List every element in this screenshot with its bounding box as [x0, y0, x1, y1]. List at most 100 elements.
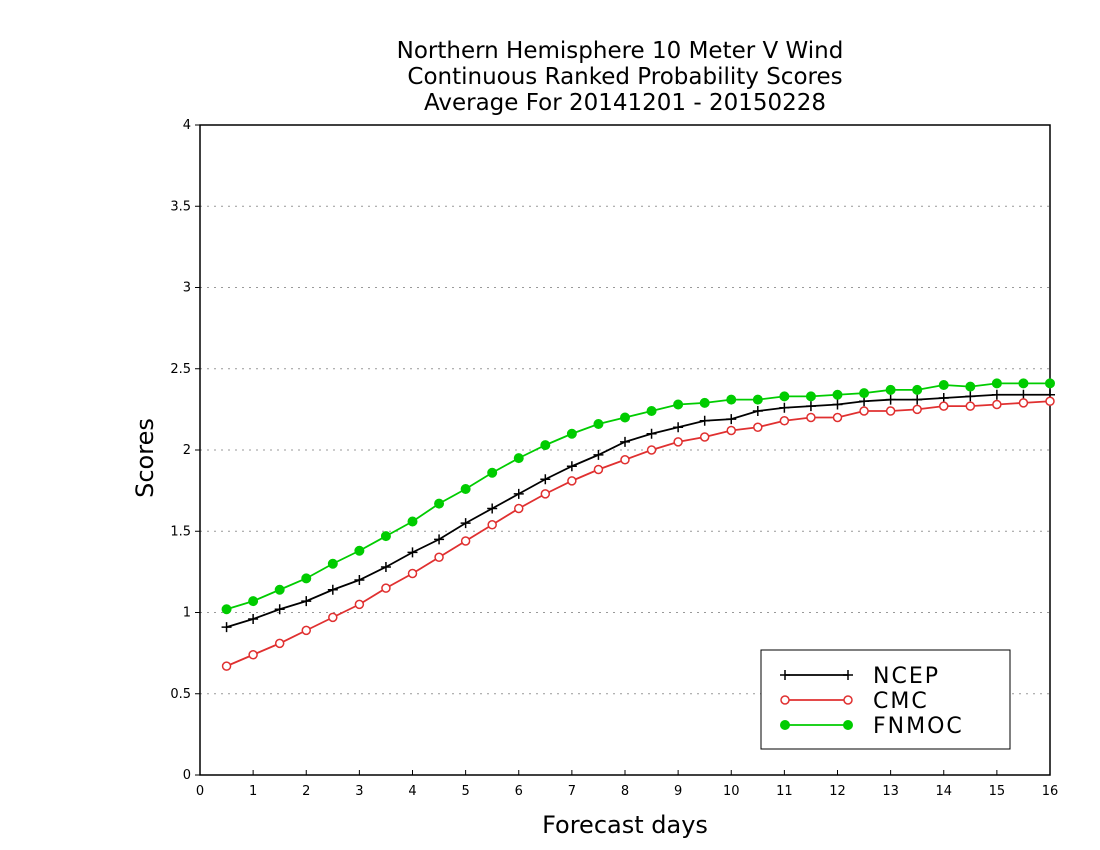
fnmoc-point: [752, 394, 763, 405]
ncep-point: [248, 614, 259, 624]
fnmoc-point: [832, 389, 843, 400]
fnmoc-point: [1018, 378, 1029, 389]
ncep-point: [752, 406, 763, 416]
cmc-point: [992, 399, 1002, 410]
fnmoc-point: [327, 558, 338, 569]
x-tick-label: 3: [355, 784, 363, 799]
ncep-point: [1018, 389, 1029, 400]
ncep-point: [912, 394, 923, 405]
fnmoc-point: [912, 384, 923, 395]
fnmoc-point: [673, 399, 684, 410]
fnmoc-point: [991, 378, 1002, 389]
ncep-point: [274, 604, 285, 615]
y-tick-label: 2.5: [170, 362, 191, 377]
ncep-point: [460, 518, 471, 529]
legend-entry-ncep: NCEP: [780, 664, 938, 689]
cmc-point: [1018, 398, 1029, 408]
x-tick-label: 4: [408, 784, 416, 799]
fnmoc-point: [620, 412, 630, 423]
cmc-point: [1045, 396, 1055, 406]
cmc-point: [434, 552, 444, 562]
series-fnmoc: [221, 378, 1055, 615]
y-tick-label: 1.5: [170, 524, 191, 539]
y-tick-label: 3.5: [170, 199, 191, 214]
fnmoc-point: [380, 531, 391, 542]
chart-title-line-3: Average For 20141201 - 20150228: [424, 90, 826, 116]
x-tick-label: 9: [674, 784, 682, 799]
legend-marker-cmc: [780, 695, 790, 705]
x-tick-label: 13: [882, 784, 899, 799]
y-tick-label: 3: [183, 281, 191, 296]
legend-entry-fnmoc: FNMOC: [780, 714, 964, 739]
x-tick-label: 0: [196, 784, 204, 799]
ncep-point: [380, 562, 391, 572]
x-tick-label: 14: [935, 784, 952, 799]
cmc-point: [221, 661, 232, 671]
cmc-point: [699, 432, 710, 442]
ncep-point: [434, 534, 445, 545]
ncep-point: [540, 474, 551, 485]
legend-label-fnmoc: FNMOC: [873, 714, 964, 739]
cmc-point: [301, 625, 311, 636]
cmc-point: [248, 650, 258, 660]
cmc-point: [673, 437, 683, 447]
ncep-point: [513, 488, 524, 499]
y-tick-label: 4: [183, 118, 191, 133]
fnmoc-point: [407, 516, 418, 527]
cmc-point: [328, 612, 338, 623]
legend-marker-fnmoc: [843, 720, 853, 730]
ncep-point: [646, 428, 657, 439]
cmc-point: [593, 464, 604, 475]
x-tick-label: 11: [776, 784, 793, 799]
cmc-point: [354, 599, 365, 610]
fnmoc-point: [646, 406, 657, 416]
cmc-point: [381, 583, 391, 593]
cmc-point: [726, 425, 736, 436]
cmc-point: [540, 489, 551, 499]
cmc-point: [965, 401, 976, 411]
legend-label-cmc: CMC: [873, 689, 929, 714]
y-tick-label: 0: [183, 768, 191, 783]
ncep-point: [221, 622, 232, 633]
series-cmc: [221, 396, 1055, 671]
series-layer: [221, 378, 1055, 671]
ncep-point: [726, 414, 737, 425]
fnmoc-point: [513, 453, 524, 464]
fnmoc-point: [487, 467, 498, 478]
legend-entry-cmc: CMC: [780, 689, 929, 714]
x-tick-label: 6: [515, 784, 523, 799]
x-axis: 0 1 2 3 4 5 6 7 8 9 10 11 12 13 14 15 16: [196, 770, 1058, 799]
cmc-point: [646, 445, 657, 455]
fnmoc-point: [965, 381, 976, 392]
fnmoc-point: [779, 391, 790, 402]
fnmoc-point: [566, 428, 577, 439]
legend-marker-ncep: [843, 670, 853, 680]
x-tick-label: 1: [249, 784, 257, 799]
x-tick-label: 2: [302, 784, 310, 799]
ncep-point: [673, 422, 684, 433]
ncep-line: [226, 393, 1050, 628]
x-tick-label: 7: [568, 784, 576, 799]
y-tick-label: 1: [183, 606, 191, 621]
x-tick-label: 15: [989, 784, 1006, 799]
fnmoc-point: [540, 440, 551, 451]
cmc-point: [779, 416, 790, 426]
cmc-line: [226, 400, 1051, 667]
fnmoc-point: [274, 584, 285, 595]
ncep-point: [805, 401, 816, 412]
x-tick-label: 5: [461, 784, 469, 799]
fnmoc-point: [938, 380, 949, 390]
fnmoc-point: [885, 384, 896, 395]
fnmoc-point: [699, 397, 710, 408]
y-axis: 0 0.5 1 1.5 2 2.5 3 3.5 4: [170, 118, 200, 783]
legend-marker-cmc: [843, 695, 853, 705]
cmc-point: [460, 536, 471, 546]
cmc-point: [832, 412, 843, 423]
legend-marker-ncep: [780, 670, 790, 680]
ncep-point: [699, 415, 710, 426]
cmc-point: [885, 406, 896, 416]
ncep-point: [354, 575, 365, 585]
cmc-point: [939, 401, 949, 411]
